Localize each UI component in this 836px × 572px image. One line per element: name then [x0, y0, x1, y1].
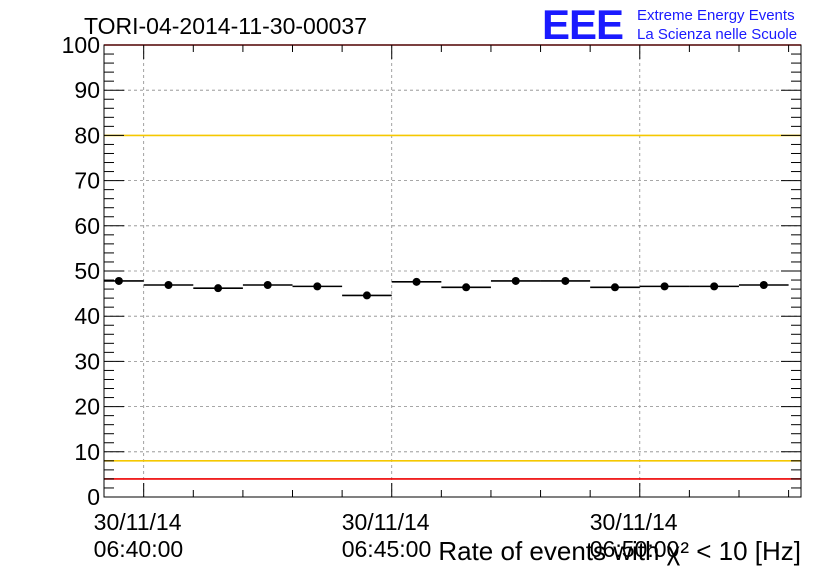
y-tick-label: 70 — [74, 168, 100, 194]
x-tick-time: 06:50:00 — [590, 536, 680, 562]
logo-line-2: La Scienza nelle Scuole — [637, 26, 797, 43]
y-tick-label: 90 — [74, 77, 100, 103]
data-point — [263, 281, 272, 290]
x-tick-time: 06:40:00 — [94, 536, 184, 562]
logo-line-1: Extreme Energy Events — [637, 7, 795, 24]
data-point — [114, 276, 123, 285]
data-point — [214, 284, 223, 293]
x-axis-label: Rate of events with χ² < 10 [Hz] — [438, 536, 801, 566]
data-point — [511, 276, 520, 285]
data-point — [313, 282, 322, 291]
tick-labels: 010203040506070809010030/11/1406:40:0030… — [62, 32, 680, 562]
data-point — [412, 277, 421, 286]
data-point — [362, 291, 371, 300]
y-tick-label: 50 — [74, 258, 100, 284]
data-point — [561, 276, 570, 285]
x-tick-date: 30/11/14 — [590, 509, 678, 535]
y-tick-label: 0 — [87, 484, 100, 510]
data-point — [462, 283, 471, 292]
data-point — [660, 282, 669, 291]
y-tick-label: 30 — [74, 348, 100, 374]
data-point — [710, 282, 719, 291]
y-tick-label: 40 — [74, 303, 100, 329]
x-tick-date: 30/11/14 — [94, 509, 182, 535]
data-point — [759, 281, 768, 290]
axis-ticks — [104, 44, 801, 498]
grid-lines — [104, 45, 801, 497]
data-point — [610, 283, 619, 292]
data-series — [104, 276, 789, 300]
y-tick-label: 80 — [74, 122, 100, 148]
y-tick-label: 10 — [74, 439, 100, 465]
y-tick-label: 20 — [74, 394, 100, 420]
chart-title: TORI-04-2014-11-30-00037 — [84, 13, 367, 39]
x-tick-time: 06:45:00 — [342, 536, 432, 562]
x-tick-date: 30/11/14 — [342, 509, 430, 535]
eee-logo: EEE Extreme Energy Events La Scienza nel… — [542, 1, 797, 48]
plot-frame — [103, 44, 802, 498]
y-tick-label: 60 — [74, 213, 100, 239]
logo-mark: EEE — [542, 1, 623, 48]
data-point — [164, 281, 173, 290]
y-tick-label: 100 — [62, 32, 100, 58]
